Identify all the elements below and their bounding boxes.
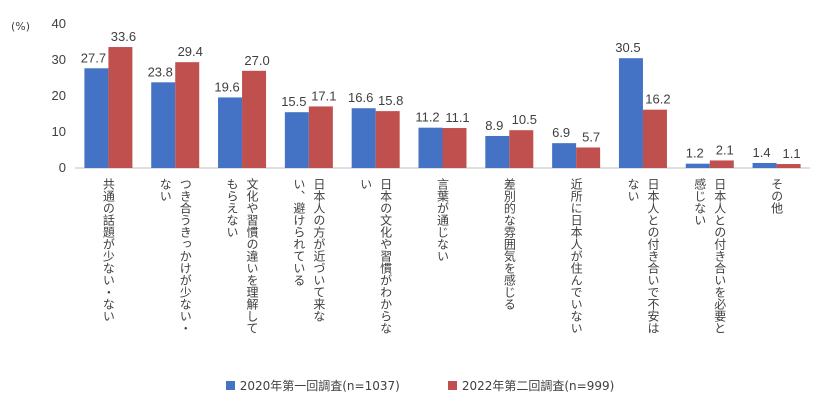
- category-label: つき合うきっかけが少ない・: [178, 178, 192, 334]
- data-label-2020: 30.5: [615, 40, 640, 55]
- bar-2022: [308, 106, 333, 168]
- bars: [84, 47, 801, 169]
- category-label: 近所に日本人が住んでいない: [569, 178, 583, 334]
- bar-2022: [175, 62, 200, 168]
- legend: 2020年第一回調査(n=1037) 2022年第二回調査(n=999): [0, 375, 840, 395]
- y-tick-label: 0: [59, 160, 66, 175]
- data-label-2020: 6.9: [552, 125, 570, 140]
- bar-2022: [576, 147, 601, 168]
- bar-2022: [509, 130, 534, 168]
- data-label-2022: 10.5: [512, 112, 537, 127]
- data-label-2022: 15.8: [378, 93, 403, 108]
- bar-2020: [151, 82, 176, 168]
- data-label-2022: 27.0: [244, 53, 269, 68]
- bar-2022: [642, 109, 667, 168]
- category-label: 日本人との付き合いで不安は: [646, 178, 660, 334]
- category-label: い、避けられている: [292, 178, 306, 286]
- data-label-2020: 1.4: [753, 145, 771, 160]
- bar-2020: [685, 163, 710, 168]
- y-tick-label: 10: [52, 124, 66, 139]
- bar-2022: [375, 111, 400, 168]
- y-tick-label: 30: [52, 52, 66, 67]
- bar-2020: [552, 143, 577, 168]
- bar-2020: [618, 58, 643, 169]
- data-label-2022: 29.4: [178, 44, 203, 59]
- bar-2022: [108, 47, 133, 168]
- data-label-2022: 11.1: [445, 110, 469, 125]
- bar-chart: (%) 0 10 20 30 40 27.7 33.6 23.8 29.4 19.6 27.0 15…: [11, 16, 810, 334]
- bar-2022: [242, 70, 267, 168]
- legend-swatch-2022: [447, 380, 457, 390]
- legend-label-2020: 2020年第一回調査(n=1037): [239, 378, 400, 393]
- category-label: 日本人との付き合いを必要と: [713, 178, 727, 334]
- category-label: ない: [158, 178, 172, 202]
- bar-2020: [752, 162, 777, 168]
- data-label-2020: 8.9: [485, 118, 503, 133]
- bar-2020: [351, 108, 376, 168]
- bar-2022: [709, 160, 734, 168]
- bar-2020: [218, 97, 243, 168]
- data-label-2020: 16.6: [348, 90, 373, 105]
- category-label: 日本人の方が近づいて来な: [312, 178, 326, 322]
- bar-2020: [418, 127, 443, 168]
- category-label: い: [359, 178, 373, 190]
- category-label: 感じない: [693, 177, 707, 226]
- category-label: 共通の話題が少ない・ない: [101, 178, 115, 322]
- y-axis-unit-label: (%): [11, 20, 30, 33]
- bar-2020: [485, 135, 510, 168]
- legend-swatch-2020: [225, 380, 235, 390]
- category-label: ない: [626, 178, 640, 202]
- category-labels: 共通の話題が少ない・ない つき合うきっかけが少ない・ない 文化や習慣の違いを理解して…: [101, 177, 783, 334]
- data-labels: 27.7 33.6 23.8 29.4 19.6 27.0 15.5 17.1 16.6 15.8…: [81, 29, 801, 161]
- category-label: 差別的な雰囲気を感じる: [502, 178, 516, 310]
- bar-2022: [776, 164, 801, 168]
- category-label: 文化や習慣の違いを理解して: [245, 177, 259, 334]
- data-label-2022: 33.6: [111, 29, 136, 44]
- data-label-2022: 17.1: [311, 88, 336, 103]
- data-label-2020: 11.2: [415, 110, 439, 125]
- data-label-2020: 1.2: [686, 146, 704, 161]
- category-label: 言葉が通じない: [436, 178, 450, 262]
- data-label-2020: 23.8: [148, 64, 173, 79]
- category-label: その他: [770, 178, 784, 214]
- data-label-2022: 2.1: [716, 142, 734, 157]
- category-label: もらえない: [225, 178, 239, 238]
- data-label-2020: 19.6: [214, 79, 239, 94]
- y-tick-label: 20: [52, 88, 66, 103]
- data-label-2022: 5.7: [582, 129, 600, 144]
- bar-2020: [84, 68, 109, 168]
- data-label-2022: 16.2: [645, 92, 670, 107]
- y-axis-ticks: 0 10 20 30 40: [52, 16, 66, 175]
- bar-2022: [442, 128, 467, 168]
- y-tick-label: 40: [52, 16, 66, 31]
- legend-item-2022: 2022年第二回調査(n=999): [447, 377, 615, 394]
- legend-label-2022: 2022年第二回調査(n=999): [461, 378, 615, 393]
- data-label-2020: 15.5: [281, 94, 306, 109]
- category-label: 日本の文化や習慣がわからな: [379, 178, 393, 334]
- data-label-2022: 1.1: [783, 146, 801, 161]
- data-label-2020: 27.7: [81, 50, 106, 65]
- bar-2020: [284, 112, 309, 168]
- legend-item-2020: 2020年第一回調査(n=1037): [225, 377, 400, 394]
